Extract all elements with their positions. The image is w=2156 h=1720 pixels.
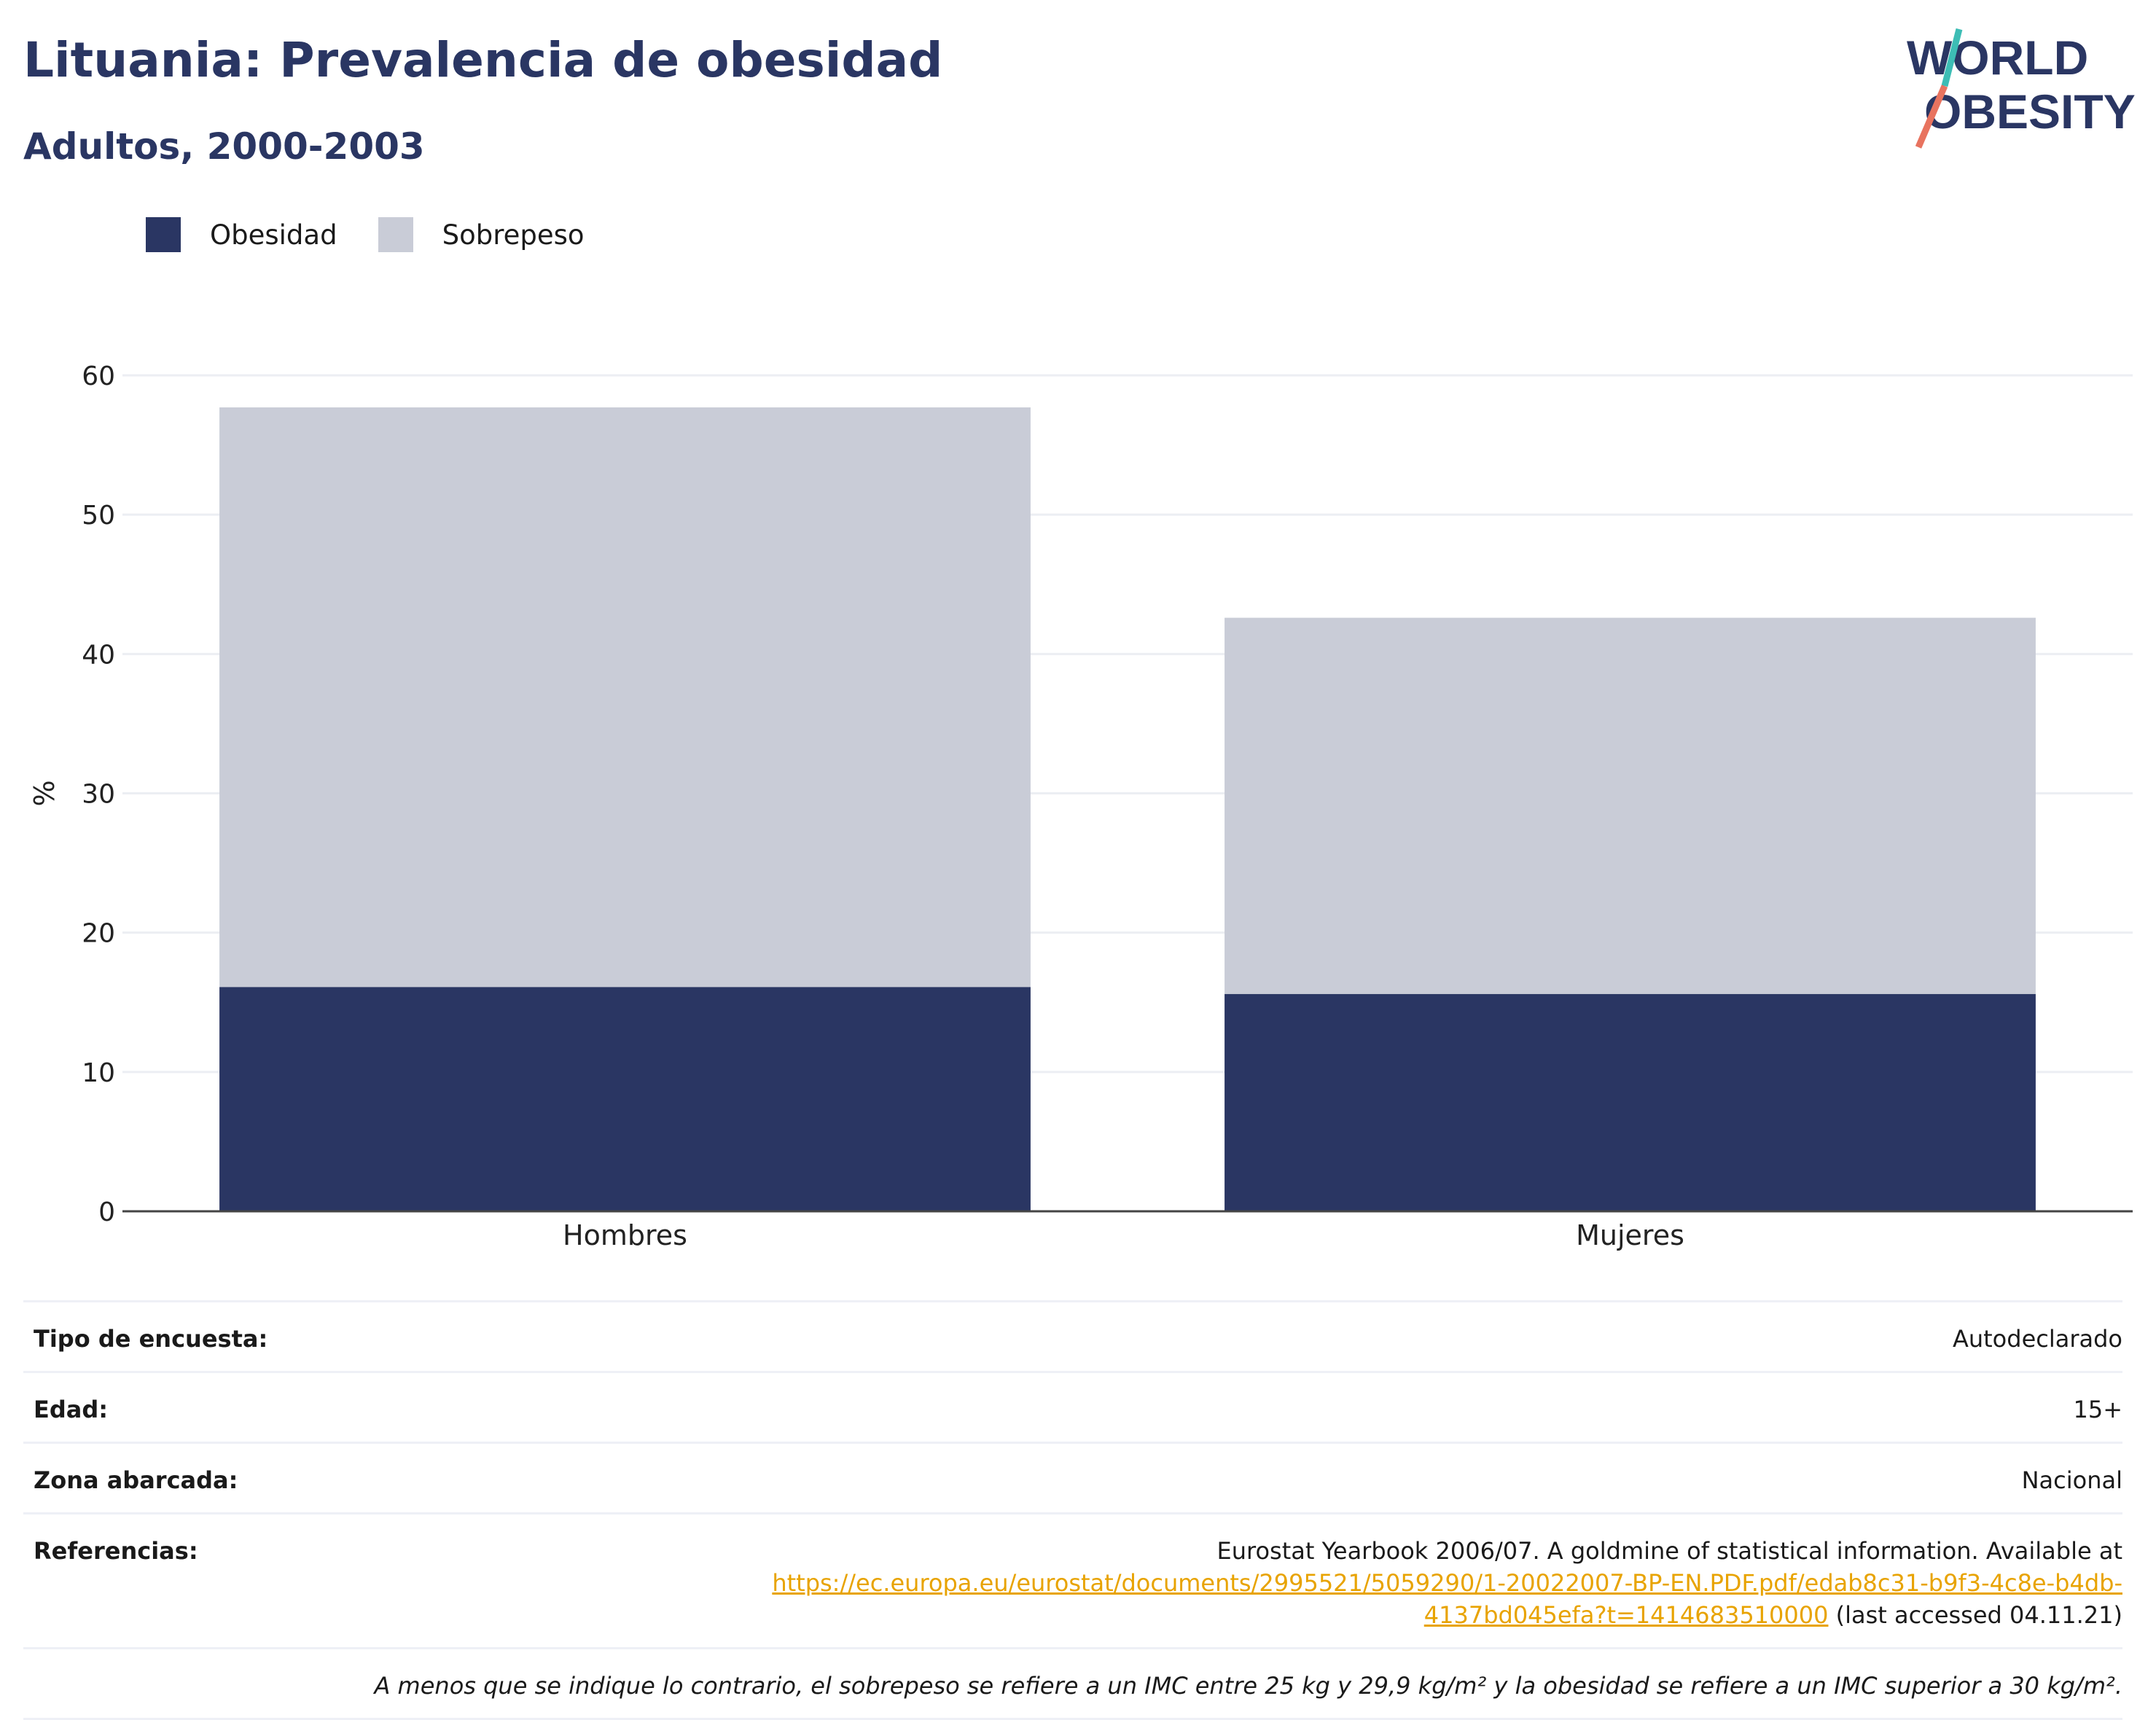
legend-item-obesidad: Obesidad [146,217,337,252]
meta-row-age: Edad: 15+ [23,1371,2122,1442]
bar-obesidad-mujeres [1225,993,2036,1211]
page-subtitle: Adultos, 2000-2003 [23,125,425,168]
survey-label: Tipo de encuesta: [34,1325,268,1353]
bar-sobrepeso-hombres [219,407,1031,988]
legend-swatch-sobrepeso [378,217,413,252]
age-value: 15+ [2073,1396,2122,1423]
x-tick-label: Hombres [563,1219,687,1251]
references-link[interactable]: https://ec.europa.eu/eurostat/documents/… [772,1569,2122,1629]
metadata-table: Tipo de encuesta: Autodeclarado Edad: 15… [23,1300,2122,1720]
y-tick-label: 30 [82,780,115,810]
svg-text:WORLD: WORLD [1907,31,2088,85]
page-title: Lituania: Prevalencia de obesidad [23,32,943,88]
age-label: Edad: [34,1396,109,1423]
y-tick-label: 20 [82,919,115,949]
references-suffix: (last accessed 04.11.21) [1835,1601,2122,1629]
survey-value: Autodeclarado [1952,1325,2122,1353]
chart-legend: Obesidad Sobrepeso [146,217,625,252]
y-tick-label: 50 [82,501,115,531]
legend-swatch-obesidad [146,217,181,252]
area-label: Zona abarcada: [34,1466,238,1494]
y-tick-label: 10 [82,1058,115,1088]
svg-text:OBESITY: OBESITY [1924,85,2136,138]
y-tick-label: 60 [82,361,115,391]
references-value: Eurostat Yearbook 2006/07. A goldmine of… [738,1535,2122,1631]
y-tick-label: 40 [82,640,115,670]
references-text: Eurostat Yearbook 2006/07. A goldmine of… [1216,1537,2123,1565]
x-tick-label: Mujeres [1576,1219,1684,1251]
references-label: Referencias: [34,1537,198,1565]
legend-item-sobrepeso: Sobrepeso [378,217,585,252]
bar-obesidad-hombres [219,987,1031,1211]
y-axis-title: % [28,780,60,806]
bar-sobrepeso-mujeres [1225,617,2036,994]
meta-row-area: Zona abarcada: Nacional [23,1442,2122,1512]
meta-row-references: Referencias: Eurostat Yearbook 2006/07. … [23,1512,2122,1647]
meta-row-note: A menos que se indique lo contrario, el … [23,1647,2122,1720]
area-value: Nacional [2021,1466,2122,1494]
world-obesity-logo: WORLD OBESITY [1907,28,2136,149]
legend-label-obesidad: Obesidad [210,219,337,251]
footnote: A menos que se indique lo contrario, el … [374,1672,2122,1700]
stacked-bar-chart: 0 10 20 30 40 50 60% Hombres Mujeres [28,361,2133,1251]
meta-row-survey: Tipo de encuesta: Autodeclarado [23,1300,2122,1371]
legend-label-sobrepeso: Sobrepeso [442,219,585,251]
y-tick-label: 0 [98,1197,115,1227]
